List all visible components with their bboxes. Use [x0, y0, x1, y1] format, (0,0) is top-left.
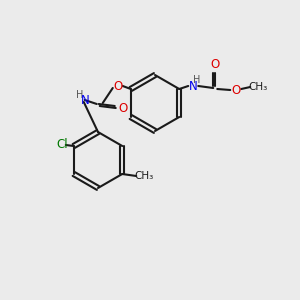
Text: N: N: [80, 94, 89, 107]
Text: O: O: [113, 80, 122, 92]
Text: H: H: [193, 75, 200, 85]
Text: N: N: [189, 80, 198, 92]
Text: O: O: [211, 58, 220, 70]
Text: H: H: [76, 90, 83, 100]
Text: O: O: [232, 83, 241, 97]
Text: O: O: [118, 101, 128, 115]
Text: CH₃: CH₃: [249, 82, 268, 92]
Text: CH₃: CH₃: [135, 171, 154, 181]
Text: Cl: Cl: [56, 137, 68, 151]
